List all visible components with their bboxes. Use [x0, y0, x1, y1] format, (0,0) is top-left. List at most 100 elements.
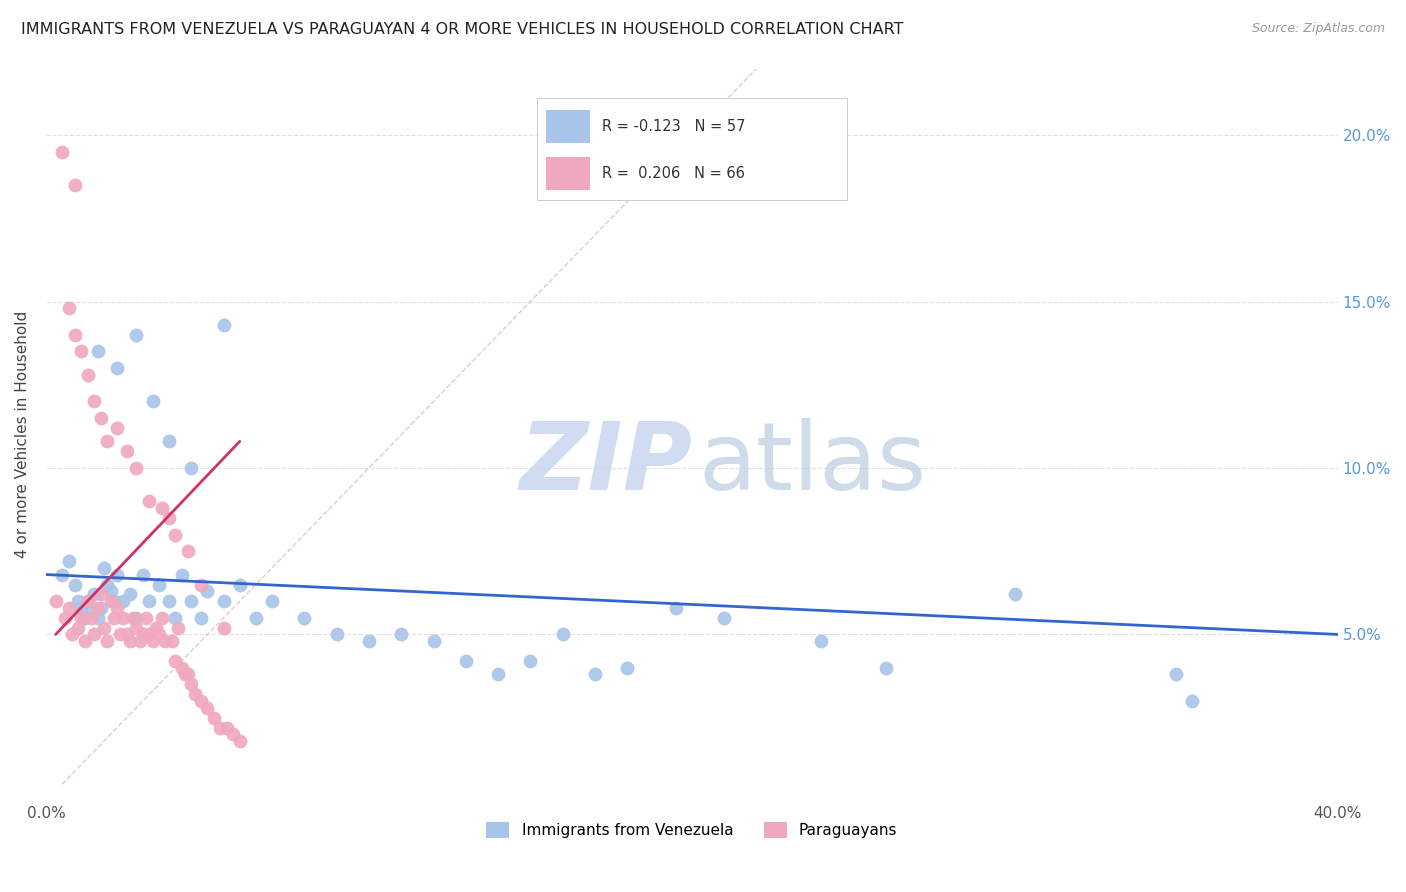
- Point: [519, 654, 541, 668]
- Point: [73, 611, 96, 625]
- Point: [875, 661, 897, 675]
- Point: [63, 577, 86, 591]
- Text: Source: ZipAtlas.com: Source: ZipAtlas.com: [1251, 22, 1385, 36]
- Point: [77, 594, 100, 608]
- Point: [51, 567, 73, 582]
- Point: [67, 621, 90, 635]
- Point: [93, 621, 115, 635]
- Point: [90, 411, 112, 425]
- Point: [325, 627, 347, 641]
- Point: [100, 594, 122, 608]
- Point: [77, 368, 100, 382]
- Point: [160, 634, 183, 648]
- Point: [148, 577, 170, 591]
- Point: [77, 594, 100, 608]
- Point: [105, 361, 128, 376]
- Point: [180, 677, 202, 691]
- Point: [202, 711, 225, 725]
- Point: [157, 511, 180, 525]
- Point: [125, 611, 148, 625]
- Point: [141, 394, 163, 409]
- Point: [190, 611, 212, 625]
- Point: [212, 318, 235, 332]
- Point: [53, 611, 76, 625]
- Point: [713, 611, 735, 625]
- Point: [190, 577, 212, 591]
- Point: [105, 567, 128, 582]
- Point: [118, 634, 141, 648]
- Point: [165, 611, 187, 625]
- Point: [665, 600, 688, 615]
- Point: [486, 667, 509, 681]
- Point: [260, 594, 283, 608]
- Point: [96, 577, 118, 591]
- Point: [80, 611, 103, 625]
- Point: [83, 394, 105, 409]
- Point: [105, 600, 128, 615]
- Point: [197, 584, 219, 599]
- Point: [212, 594, 235, 608]
- Point: [103, 611, 125, 625]
- Point: [197, 700, 219, 714]
- Y-axis label: 4 or more Vehicles in Household: 4 or more Vehicles in Household: [15, 311, 30, 558]
- Point: [70, 344, 93, 359]
- Legend: Immigrants from Venezuela, Paraguayans: Immigrants from Venezuela, Paraguayans: [481, 816, 904, 845]
- Point: [145, 621, 167, 635]
- Point: [51, 145, 73, 159]
- Point: [177, 544, 200, 558]
- Point: [58, 301, 80, 316]
- Point: [138, 594, 160, 608]
- Point: [122, 611, 145, 625]
- Point: [173, 667, 195, 681]
- Point: [150, 500, 173, 515]
- Point: [212, 621, 235, 635]
- Point: [170, 661, 193, 675]
- Point: [165, 527, 187, 541]
- Point: [215, 721, 238, 735]
- Point: [125, 327, 148, 342]
- Point: [1181, 694, 1204, 708]
- Point: [67, 594, 90, 608]
- Point: [1166, 667, 1188, 681]
- Point: [150, 611, 173, 625]
- Point: [148, 627, 170, 641]
- Point: [96, 634, 118, 648]
- Point: [125, 621, 148, 635]
- Point: [357, 634, 380, 648]
- Point: [180, 594, 202, 608]
- Text: IMMIGRANTS FROM VENEZUELA VS PARAGUAYAN 4 OR MORE VEHICLES IN HOUSEHOLD CORRELAT: IMMIGRANTS FROM VENEZUELA VS PARAGUAYAN …: [21, 22, 904, 37]
- Point: [115, 444, 138, 458]
- Point: [58, 554, 80, 568]
- Point: [100, 584, 122, 599]
- Point: [292, 611, 315, 625]
- Point: [616, 661, 638, 675]
- Point: [209, 721, 232, 735]
- Point: [165, 654, 187, 668]
- Point: [118, 587, 141, 601]
- Point: [70, 600, 93, 615]
- Point: [128, 634, 150, 648]
- Point: [103, 594, 125, 608]
- Point: [583, 667, 606, 681]
- Point: [93, 561, 115, 575]
- Point: [422, 634, 444, 648]
- Point: [551, 627, 574, 641]
- Text: ZIP: ZIP: [519, 418, 692, 510]
- Point: [63, 327, 86, 342]
- Point: [157, 594, 180, 608]
- Point: [80, 600, 103, 615]
- Point: [73, 634, 96, 648]
- Point: [454, 654, 477, 668]
- Point: [90, 587, 112, 601]
- Point: [86, 344, 108, 359]
- Point: [810, 634, 832, 648]
- Point: [389, 627, 412, 641]
- Point: [110, 627, 132, 641]
- Point: [157, 434, 180, 449]
- Point: [105, 421, 128, 435]
- Point: [222, 727, 245, 741]
- Point: [180, 461, 202, 475]
- Point: [155, 634, 177, 648]
- Point: [70, 611, 93, 625]
- Point: [167, 621, 190, 635]
